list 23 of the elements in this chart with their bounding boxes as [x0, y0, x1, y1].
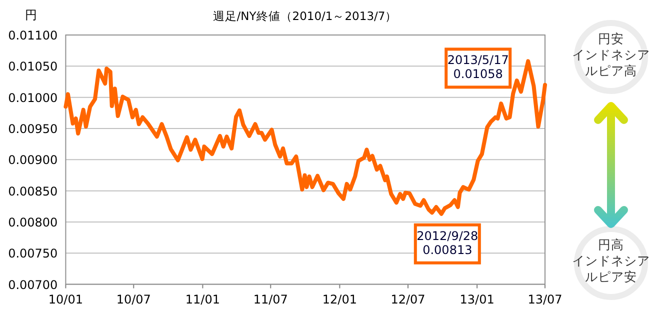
x-tick-label: 12/01	[322, 292, 357, 306]
x-tick-label: 13/07	[528, 292, 562, 306]
y-tick-label: 0.00800	[8, 215, 58, 230]
text: 円安インドネシアルピア高	[572, 31, 650, 78]
y-tick-label: 0.00950	[8, 122, 58, 136]
annotation: 2012/9/28 0.00813	[416, 228, 478, 257]
x-tick-label: 11/01	[185, 292, 220, 306]
annotation: 2013/5/17 0.01058	[447, 53, 509, 82]
text: 円高インドネシアルピア安	[572, 237, 650, 284]
x-tick-label: 12/07	[390, 292, 426, 306]
y-tick-label: 0.00850	[8, 184, 58, 198]
y-axis-title: 円	[25, 8, 37, 22]
y-tick-label: 0.01050	[8, 60, 58, 74]
chart-title: 週足/NY終値（2010/1～2013/7）	[212, 9, 398, 23]
x-tick-label: 11/07	[253, 292, 288, 306]
y-tick-label: 0.00900	[8, 153, 58, 168]
x-tick-label: 10/07	[116, 292, 151, 306]
y-tick-label: 0.00750	[8, 246, 58, 261]
x-tick-label: 13/01	[460, 292, 494, 306]
y-tick-label: 0.00700	[8, 278, 58, 292]
y-tick-label: 0.01100	[8, 28, 58, 42]
y-tick-label: 0.01000	[8, 90, 58, 105]
x-tick-label: 10/01	[48, 292, 83, 306]
